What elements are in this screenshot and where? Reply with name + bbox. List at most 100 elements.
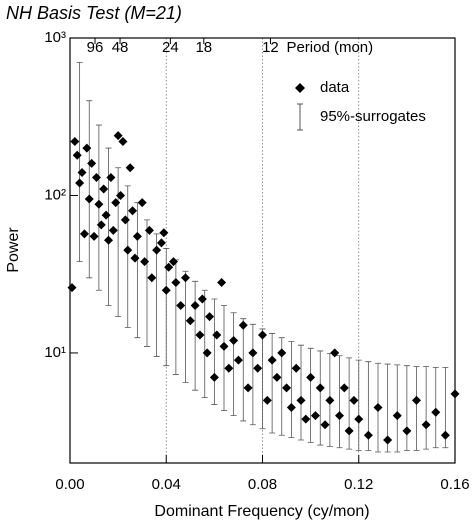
data-point: [120, 215, 130, 225]
error-bar: [76, 61, 83, 263]
error-bar: [221, 305, 227, 412]
y-tick-label: 10²: [44, 186, 66, 203]
data-point: [392, 411, 402, 421]
chart-title: NH Basis Test (M=21): [6, 3, 182, 23]
data-point: [217, 278, 227, 288]
data-point: [132, 231, 142, 241]
data-point: [253, 363, 263, 373]
data-point: [94, 199, 104, 209]
data-point: [75, 178, 85, 188]
x-axis-label: Dominant Frequency (cy/mon): [154, 503, 369, 520]
data-point: [335, 411, 344, 421]
error-bar: [413, 366, 420, 451]
data-point: [77, 167, 87, 177]
data-point: [159, 228, 169, 238]
data-point: [202, 348, 212, 358]
data-point: [296, 395, 306, 405]
error-bar: [105, 147, 112, 306]
error-bar: [317, 350, 324, 446]
data-point: [70, 137, 80, 147]
data-point: [219, 341, 229, 351]
data-point: [168, 257, 178, 267]
data-point: [106, 173, 116, 183]
error-bar: [432, 366, 439, 449]
data-point: [310, 411, 320, 421]
data-point: [325, 395, 335, 405]
x2-tick-label: 24: [162, 39, 179, 56]
data-point: [190, 301, 200, 311]
error-bar: [423, 366, 430, 450]
error-bar: [201, 289, 208, 399]
data-point: [79, 229, 89, 239]
error-bar: [115, 167, 122, 318]
data-point: [291, 363, 301, 373]
data-point: [363, 430, 373, 440]
x2-tick-label: 48: [112, 39, 129, 56]
data-point: [72, 150, 82, 160]
data-point: [171, 278, 181, 288]
x2-tick-label: 18: [195, 39, 212, 56]
x-tick-label: 0.12: [344, 476, 373, 493]
data-point: [118, 137, 128, 147]
data-point: [111, 198, 121, 208]
legend-label: 95%-surrogates: [320, 108, 426, 125]
error-bar: [307, 347, 314, 443]
data-point: [277, 348, 287, 358]
data-point: [104, 235, 113, 245]
x-tick-label: 0.16: [440, 476, 469, 493]
x2-tick-label: 12: [262, 39, 279, 56]
legend-label: data: [320, 79, 350, 96]
data-point: [238, 320, 248, 330]
data-point: [156, 238, 166, 248]
data-point: [209, 372, 219, 382]
data-point: [258, 330, 267, 340]
data-point: [224, 363, 234, 373]
error-bar: [298, 344, 304, 441]
data-point: [152, 245, 162, 255]
data-point: [140, 257, 150, 267]
data-point: [233, 355, 243, 365]
error-bar: [230, 312, 237, 416]
error-bar: [134, 202, 141, 339]
error-bar: [182, 270, 189, 383]
data-point: [116, 190, 126, 200]
error-bar: [394, 364, 401, 453]
error-bar: [249, 323, 256, 426]
y-tick-label: 10¹: [44, 344, 66, 361]
data-point: [147, 273, 157, 283]
data-point: [205, 312, 215, 322]
data-point: [99, 184, 109, 194]
legend-symbol: [297, 103, 303, 131]
data-point: [96, 220, 106, 230]
error-bar: [288, 341, 295, 438]
error-bar: [211, 298, 218, 405]
data-point: [212, 330, 222, 340]
legend-symbol: [295, 83, 305, 93]
data-point: [306, 372, 316, 382]
data-point: [320, 420, 330, 430]
x2-tick-label: 96: [87, 39, 104, 56]
data-point: [181, 273, 190, 283]
x-tick-label: 0.04: [152, 476, 181, 493]
data-point: [101, 210, 111, 220]
data-point: [176, 301, 186, 311]
error-bar: [346, 357, 353, 450]
data-point: [330, 348, 340, 358]
data-point: [440, 430, 450, 440]
data-point: [373, 403, 383, 413]
data-point: [431, 407, 441, 417]
error-bar: [336, 355, 343, 449]
data-point: [339, 383, 349, 393]
error-bar: [86, 100, 93, 279]
data-point: [383, 435, 393, 445]
data-point: [164, 262, 174, 272]
data-point: [301, 414, 311, 424]
data-point: [137, 198, 147, 208]
data-point: [195, 330, 205, 340]
data-point: [144, 225, 154, 235]
data-point: [315, 383, 325, 393]
data-point: [402, 426, 412, 436]
data-point: [349, 395, 359, 405]
data-point: [282, 383, 292, 393]
